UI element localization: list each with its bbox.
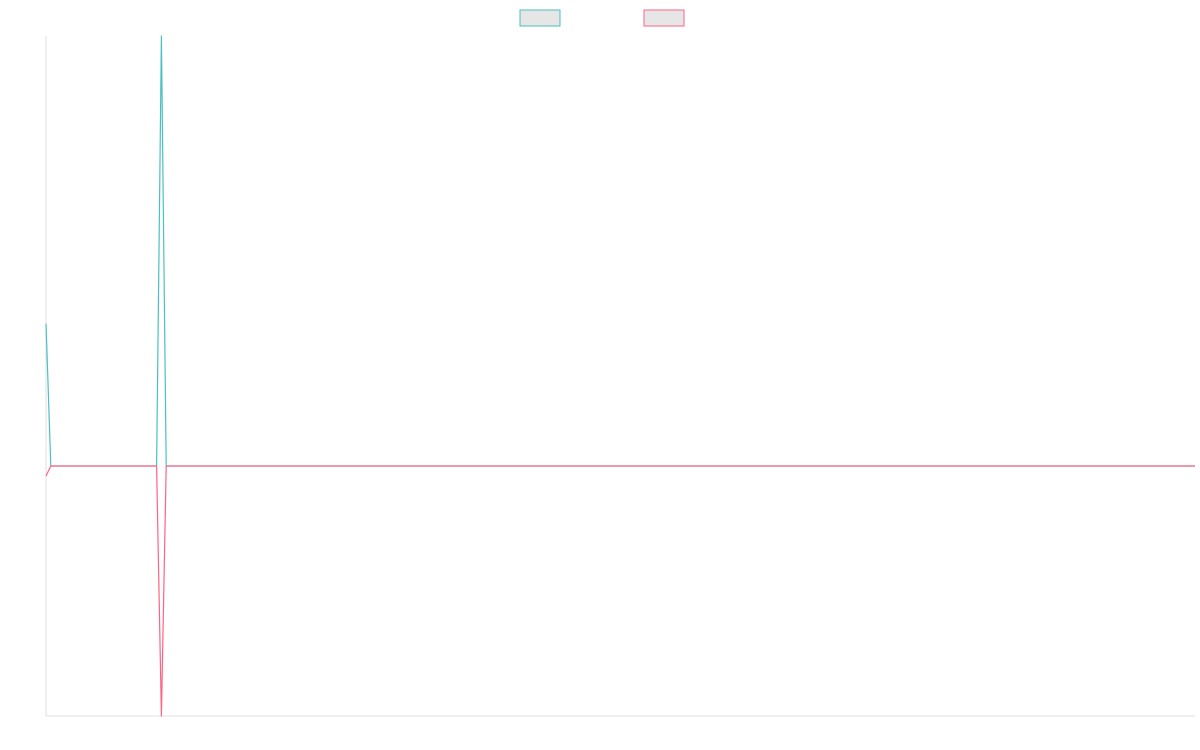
series-layer — [45, 35, 1195, 717]
legend — [519, 9, 685, 27]
axes — [45, 36, 1195, 717]
legend-swatch-2[interactable] — [643, 9, 685, 27]
series-line-2 — [45, 465, 1195, 717]
legend-swatch-1[interactable] — [519, 9, 561, 27]
series-line-1 — [45, 35, 1195, 467]
